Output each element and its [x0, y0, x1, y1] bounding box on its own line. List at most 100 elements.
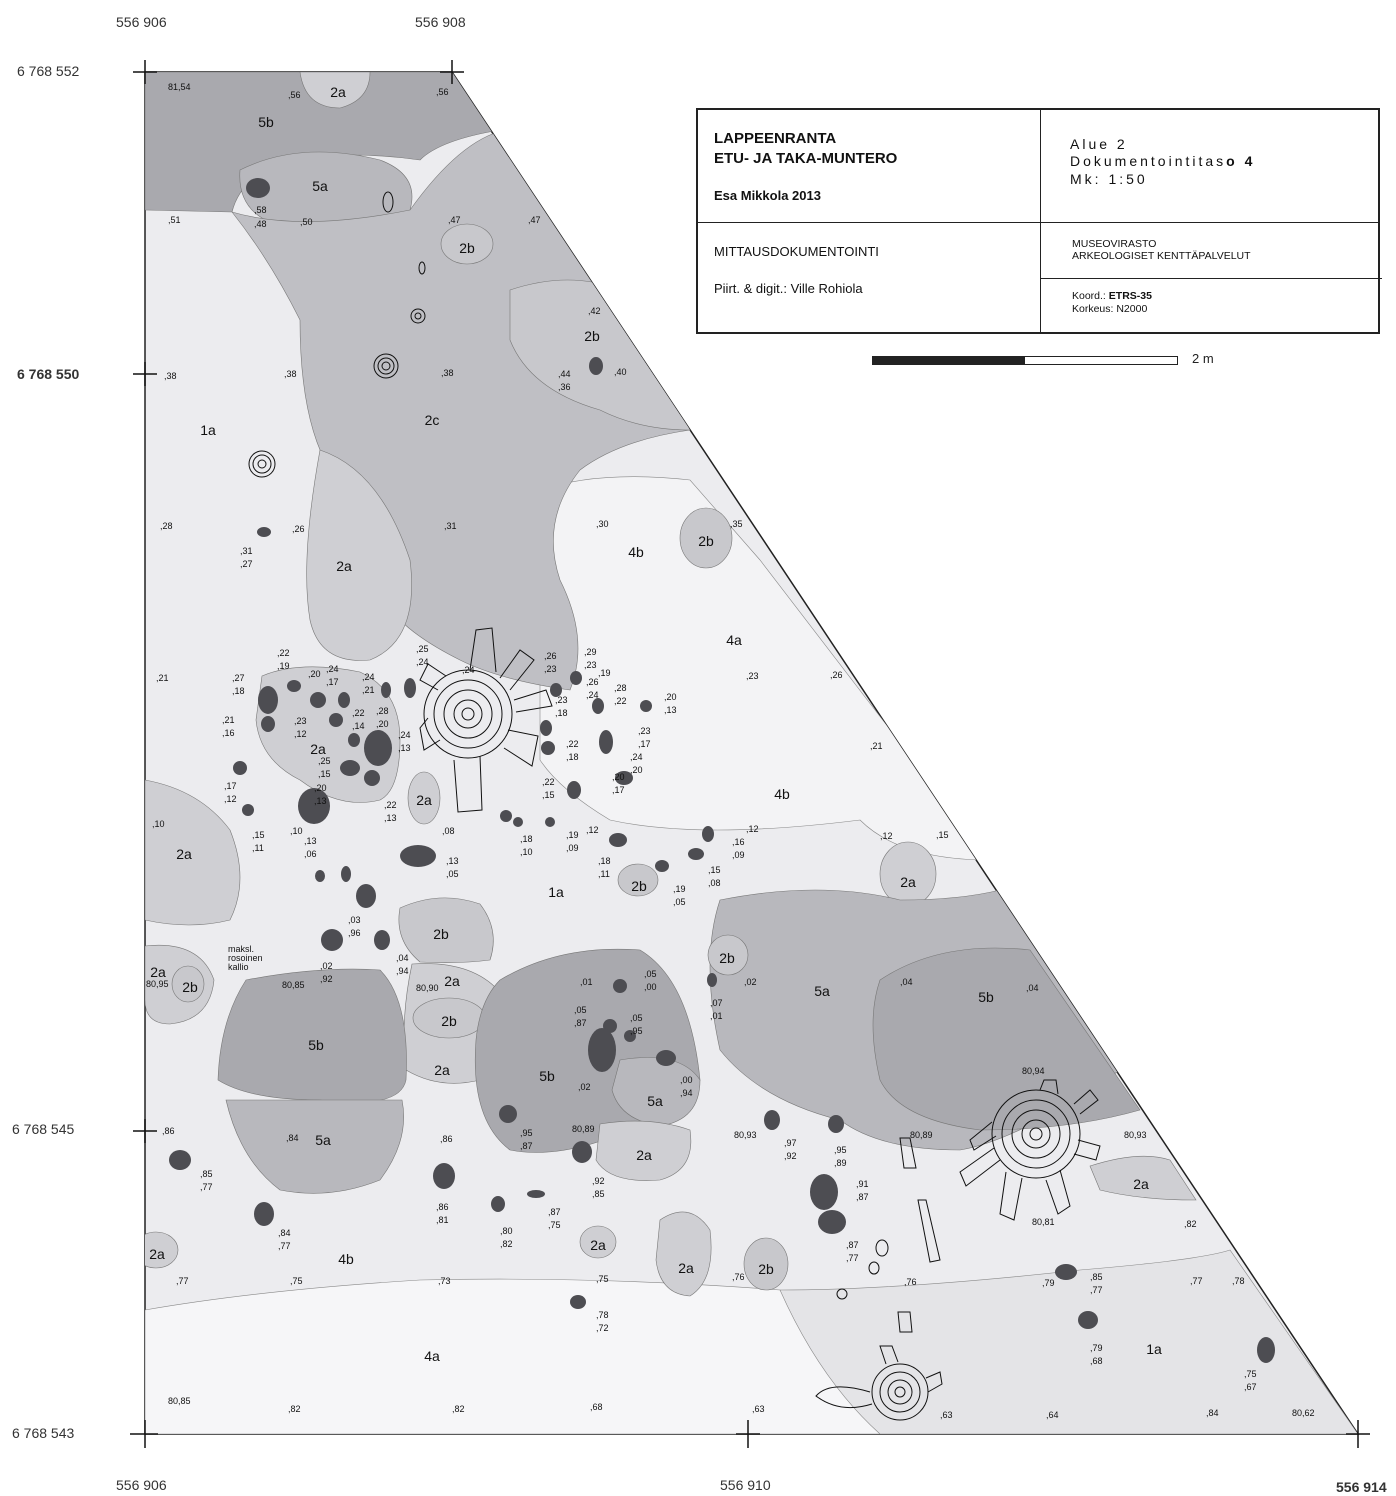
elevation-label: ,13: [446, 856, 459, 866]
elevation-label: ,81: [436, 1215, 449, 1225]
elevation-label: ,17: [612, 785, 625, 795]
coordinate-system: Koord.: ETRS-35: [1072, 290, 1152, 302]
zone-label-2a: 2a: [434, 1062, 450, 1078]
elevation-label: ,11: [598, 869, 610, 879]
bedrock-note: maksl. rosoinen kallio: [228, 944, 263, 972]
layer-2a-top: [299, 72, 371, 109]
grid-crosses: [130, 60, 1370, 1448]
zone-label-2a: 2a: [416, 792, 432, 808]
elevation-label: ,05: [644, 969, 657, 979]
drawn-by: Piirt. & digit.: Ville Rohiola: [714, 281, 863, 296]
zone-label-4b: 4b: [628, 544, 644, 560]
coord-top-x-2: 556 908: [415, 14, 466, 30]
elevation-label: ,18: [598, 856, 611, 866]
elevation-label: ,63: [940, 1410, 953, 1420]
elevation-label: ,73: [438, 1276, 451, 1286]
elevation-label: ,17: [224, 781, 237, 791]
post-holes: [248, 191, 941, 1333]
scale-bar-white-segment: [1024, 356, 1178, 365]
elevation-label: 80,85: [282, 980, 305, 990]
elevation-label: ,22: [277, 648, 290, 658]
layer-5a-southwest: [225, 1099, 404, 1194]
title-block: LAPPEENRANTA ETU- JA TAKA-MUNTERO Esa Mi…: [696, 108, 1382, 334]
elevation-label: ,35: [730, 519, 743, 529]
elevation-label: ,85: [592, 1189, 605, 1199]
elevation-label: ,91: [856, 1179, 869, 1189]
elevation-label: ,40: [614, 367, 627, 377]
elevation-label: ,87: [856, 1192, 869, 1202]
elevation-label: ,51: [168, 215, 181, 225]
coord-y-1: 6 768 552: [17, 63, 79, 79]
elevation-label: ,38: [164, 371, 177, 381]
coord-bottom-x-3: 556 914: [1336, 1479, 1387, 1495]
elevation-label: ,77: [278, 1241, 291, 1251]
agency-name: MUSEOVIRASTO: [1072, 238, 1157, 250]
elevation-label: ,56: [436, 87, 449, 97]
elevation-label: ,67: [1244, 1382, 1257, 1392]
elevation-label: ,18: [232, 686, 245, 696]
elevation-label: ,47: [448, 215, 461, 225]
layer-2a-pit: [255, 666, 401, 803]
koord-label: Koord.:: [1072, 290, 1106, 302]
stones: [169, 178, 1275, 1363]
elevation-label: ,48: [254, 219, 267, 229]
elevation-label: ,08: [708, 878, 721, 888]
elevation-label: ,21: [222, 715, 235, 725]
elevation-label: ,97: [784, 1138, 797, 1148]
project-name-line-1: LAPPEENRANTA: [714, 130, 837, 147]
zone-label-2a: 2a: [444, 973, 460, 989]
elevation-label: ,10: [520, 847, 533, 857]
zone-label-2a: 2a: [149, 1246, 165, 1262]
elevation-label: ,00: [644, 982, 657, 992]
elevation-label: ,76: [904, 1277, 917, 1287]
elevation-label: ,06: [304, 849, 317, 859]
coord-y-3: 6 768 545: [12, 1121, 74, 1137]
elevation-label: ,13: [664, 705, 677, 715]
zone-label-4a: 4a: [424, 1348, 440, 1364]
elevation-label: 81,54: [168, 82, 191, 92]
elevation-label: ,24: [326, 664, 339, 674]
elevation-label: ,36: [558, 382, 571, 392]
elevation-label: ,04: [396, 953, 409, 963]
elevation-label: ,95: [834, 1145, 847, 1155]
elevation-label: ,24: [398, 730, 411, 740]
elevation-label: ,22: [352, 708, 365, 718]
elevation-label: ,13: [384, 813, 397, 823]
elevation-label: 80,89: [910, 1130, 933, 1140]
elevation-label: ,19: [598, 668, 611, 678]
elevation-label: ,86: [436, 1202, 449, 1212]
elevation-label: ,01: [580, 977, 593, 987]
elevation-label: ,29: [584, 647, 597, 657]
map-scale: Mk: 1:50: [1070, 171, 1148, 187]
elevation-label: ,19: [566, 830, 579, 840]
elevation-label: ,18: [520, 834, 533, 844]
elevation-label: ,15: [936, 830, 949, 840]
elevation-label: ,10: [152, 819, 165, 829]
elevation-label: ,26: [586, 677, 599, 687]
elevation-label: ,77: [846, 1253, 859, 1263]
elevation-label: ,58: [254, 205, 267, 215]
project-author: Esa Mikkola 2013: [714, 188, 821, 203]
elevation-label: ,23: [555, 695, 568, 705]
layer-2b-bubble-s: [743, 1237, 789, 1291]
elevation-label: ,15: [542, 790, 555, 800]
elevation-label: ,20: [664, 692, 677, 702]
elevation-label: ,13: [314, 796, 327, 806]
elevation-label: ,38: [441, 368, 454, 378]
elevation-label: ,87: [520, 1141, 533, 1151]
elevation-label: ,12: [746, 824, 759, 834]
elevation-label: ,25: [318, 756, 331, 766]
elevation-label: ,80: [500, 1226, 513, 1236]
layer-2a-south: [595, 1120, 692, 1181]
zone-label-5a: 5a: [312, 178, 328, 194]
elevation-label: ,44: [558, 369, 571, 379]
elevation-label: ,20: [630, 765, 643, 775]
elevation-label: ,87: [548, 1207, 561, 1217]
elevation-label: ,56: [288, 90, 301, 100]
pit-large-north: [419, 627, 553, 813]
elevation-label: 80,93: [1124, 1130, 1147, 1140]
elevation-label: ,01: [710, 1011, 723, 1021]
elevation-label: ,28: [614, 683, 627, 693]
elevation-labels: 81,54 ,56 ,56 ,58 ,48 ,50 ,51 ,47 ,47 ,42 ,38 ,38 ,3…: [146, 82, 1315, 1420]
